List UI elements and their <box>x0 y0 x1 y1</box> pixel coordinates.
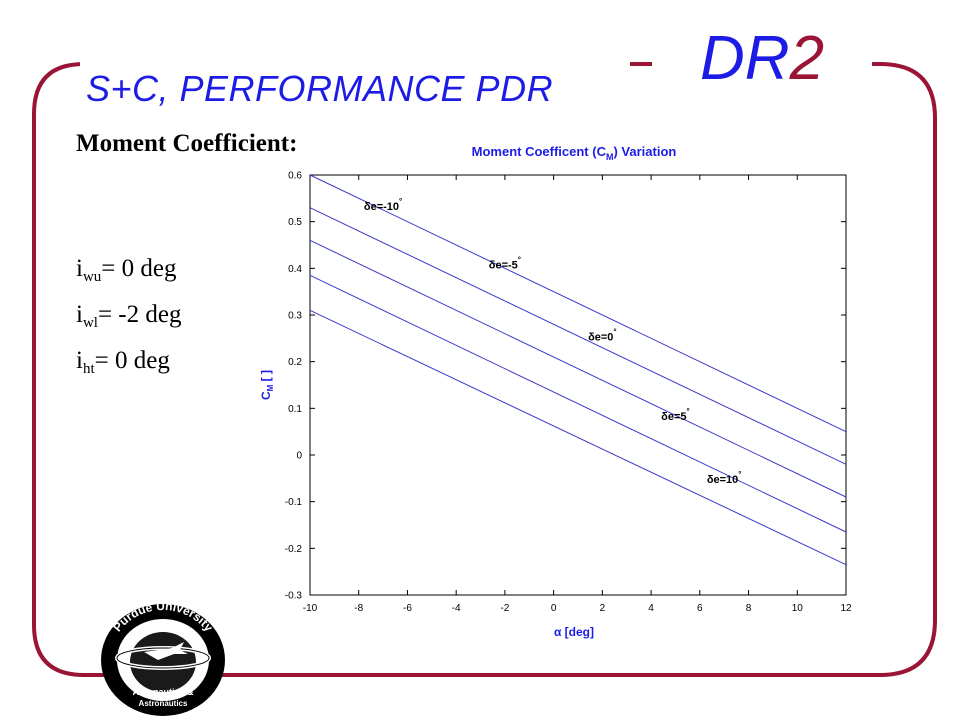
incidence-value: = 0 deg <box>101 255 177 282</box>
degree-mark: ° <box>613 328 616 337</box>
incidence-list: iwu= 0 deg iwl= -2 deg iht= 0 deg <box>76 250 181 388</box>
logo-globe <box>130 632 196 692</box>
x-tick-label: 12 <box>840 603 852 614</box>
degree-mark: ° <box>687 407 690 416</box>
y-tick-label: 0 <box>296 451 302 462</box>
incidence-row-wu: iwu= 0 deg <box>76 250 181 296</box>
series-label-1: δe=-5° <box>489 255 521 271</box>
y-tick-label: 0.4 <box>288 264 302 275</box>
brand-logo: DR2 <box>700 28 824 90</box>
x-tick-label: 4 <box>648 603 654 614</box>
y-tick-label: 0.5 <box>288 217 302 228</box>
y-axis-label: CM [ ] <box>259 370 275 400</box>
series-label-4: δe=10° <box>707 470 742 486</box>
x-tick-label: 10 <box>792 603 804 614</box>
incidence-value: = 0 deg <box>94 347 170 374</box>
y-axis-label-suffix: [ ] <box>259 370 273 385</box>
incidence-row-wl: iwl= -2 deg <box>76 296 181 342</box>
series-lines <box>309 174 847 566</box>
x-tick-label: -8 <box>354 603 363 614</box>
incidence-subscript: wl <box>82 315 98 331</box>
x-tick-label: -4 <box>452 603 461 614</box>
y-tick-label: -0.1 <box>285 497 303 508</box>
incidence-symbol: i <box>76 301 83 328</box>
series-line-3 <box>309 274 847 533</box>
incidence-subscript: wu <box>82 269 102 285</box>
y-tick-label: 0.6 <box>288 171 302 182</box>
logo-bottom-text-1: Aeronautics & <box>132 687 194 697</box>
degree-mark: ° <box>738 470 741 479</box>
series-labels: δe=-10° δe=-5° δe=0° δe=5° δe=10° <box>364 197 742 486</box>
series-line-1 <box>309 207 847 465</box>
plot-area-border <box>309 174 847 596</box>
logo-orbit-outline <box>116 647 210 669</box>
x-axis-label: α [deg] <box>554 625 594 639</box>
series-label-0: δe=-10° <box>364 197 402 213</box>
tick-group: -10 -8 -6 -4 -2 0 2 4 6 8 10 12 -0.3 -0.2 -0.1 0 0.1 0.2 0… <box>285 171 852 615</box>
series-label-3: δe=5° <box>661 407 690 423</box>
purdue-aero-logo-icon: Purdue University Aeronautics & Astronau… <box>101 599 225 716</box>
incidence-subscript: ht <box>82 361 95 377</box>
degree-mark: ° <box>399 197 402 206</box>
x-tick-label: -10 <box>303 603 318 614</box>
chart-title-prefix: Moment Coefficent (C <box>472 144 607 159</box>
x-tick-label: 8 <box>746 603 752 614</box>
series-line-0 <box>309 174 847 433</box>
incidence-symbol: i <box>76 347 83 374</box>
series-label-2: δe=0° <box>588 328 617 344</box>
degree-mark: ° <box>518 255 521 264</box>
x-tick-label: 0 <box>551 603 557 614</box>
y-tick-label: 0.2 <box>288 357 302 368</box>
logo-bottom-text-2: Astronautics <box>139 699 188 708</box>
chart-title: Moment Coefficent (CM) Variation <box>472 144 677 162</box>
y-axis-label-sub: M <box>266 384 275 391</box>
moment-coefficient-chart: Moment Coefficent (CM) Variation -10 -8 -6… <box>259 144 852 639</box>
brand-main-text: DR <box>700 24 790 93</box>
y-tick-label: -0.2 <box>285 544 303 555</box>
title-gap-mask <box>80 56 630 72</box>
x-tick-label: -2 <box>500 603 509 614</box>
x-tick-label: -6 <box>403 603 412 614</box>
chart-title-sub: M <box>606 152 614 162</box>
x-tick-label: 2 <box>600 603 606 614</box>
slide-subtitle: S+C, PERFORMANCE PDR <box>86 68 554 109</box>
y-tick-label: 0.3 <box>288 311 302 322</box>
logo-plane-icon <box>144 642 188 660</box>
incidence-symbol: i <box>76 255 83 282</box>
frame-left-path <box>32 62 937 677</box>
series-line-4 <box>309 309 847 566</box>
series-line-2 <box>309 239 847 498</box>
chart-title-suffix: ) Variation <box>613 144 676 159</box>
section-heading: Moment Coefficient: <box>76 130 298 157</box>
y-axis-label-main: C <box>259 391 273 400</box>
incidence-row-ht: iht= 0 deg <box>76 342 181 388</box>
incidence-value: = -2 deg <box>97 301 182 328</box>
y-tick-label: 0.1 <box>288 404 302 415</box>
y-tick-label: -0.3 <box>285 591 303 602</box>
x-tick-label: 6 <box>697 603 703 614</box>
brand-number-text: 2 <box>789 24 825 93</box>
